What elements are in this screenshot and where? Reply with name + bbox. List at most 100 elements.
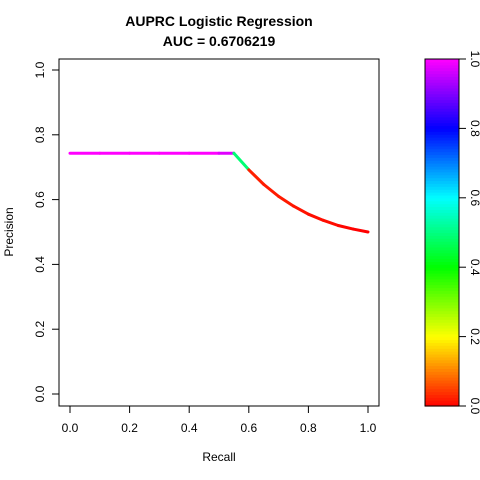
colorbar-band	[425, 79, 459, 83]
colorbar-band	[425, 163, 459, 167]
colorbar-band	[425, 116, 459, 121]
colorbar-band	[425, 290, 459, 294]
colorbar-band	[425, 278, 459, 283]
colorbar-frame	[424, 58, 460, 407]
colorbar-band	[425, 218, 459, 222]
colorbar-band	[425, 351, 459, 355]
colorbar-band	[425, 313, 459, 317]
colorbar-band	[425, 322, 459, 326]
axis-ticks: 0.0 0.2 0.4 0.6 0.8 1.0 0.0 0.2 0.4 0.6 0.8 1.0	[33, 61, 377, 435]
colorbar-band	[425, 154, 459, 158]
colorbar-band	[425, 125, 459, 129]
y-axis-label: Precision	[2, 207, 16, 256]
colorbar-band	[425, 90, 459, 95]
chart-title: AUPRC Logistic Regression	[125, 13, 312, 29]
colorbar-band	[425, 382, 459, 387]
curve-segment	[292, 204, 310, 216]
colorbar-band	[425, 108, 459, 112]
colorbar-band	[425, 212, 459, 216]
colorbar-band	[425, 151, 459, 156]
colorbar-band	[425, 157, 459, 161]
colorbar-band	[425, 356, 459, 361]
colorbar-band	[425, 226, 459, 231]
colorbar-band	[425, 119, 459, 124]
colorbar-band	[425, 301, 459, 306]
colorbar-band	[425, 186, 459, 190]
pr-curve	[68, 151, 370, 234]
colorbar-band	[425, 82, 459, 86]
colorbar-tick-label: 0.8	[468, 120, 480, 137]
colorbar-band	[425, 325, 459, 329]
colorbar-band	[425, 87, 459, 92]
colorbar-band	[425, 113, 459, 118]
colorbar-band	[425, 111, 459, 115]
colorbar-band	[425, 319, 459, 323]
colorbar-band	[425, 76, 459, 80]
colorbar-band	[425, 293, 459, 297]
colorbar-band	[425, 371, 459, 375]
y-tick-label: 0.0	[33, 385, 47, 402]
colorbar-band	[425, 345, 459, 349]
colorbar-band	[425, 189, 459, 193]
colorbar-band	[425, 388, 459, 393]
colorbar-band	[425, 287, 459, 291]
colorbar-band	[425, 255, 459, 260]
colorbar-band	[425, 223, 459, 228]
colorbar-band	[425, 139, 459, 144]
colorbar-band	[425, 264, 459, 268]
colorbar-band	[425, 272, 459, 277]
colorbar-band	[425, 299, 459, 303]
colorbar-band	[425, 394, 459, 398]
colorbar-band	[425, 359, 459, 364]
colorbar-tick-label: 0.4	[468, 259, 480, 276]
colorbar-band	[425, 148, 459, 153]
curve-segment	[306, 212, 325, 222]
colorbar-band	[425, 385, 459, 390]
colorbar-band	[425, 368, 459, 372]
colorbar-band	[425, 177, 459, 182]
colorbar-tick-label: 1.0	[468, 51, 480, 68]
colorbar-band	[425, 284, 459, 289]
curve-segment	[336, 224, 355, 231]
colorbar-band	[425, 96, 459, 101]
colorbar-band	[425, 59, 459, 63]
colorbar-band	[425, 160, 459, 164]
colorbar-band	[425, 61, 459, 66]
colorbar-band	[425, 168, 459, 173]
colorbar-band	[425, 310, 459, 315]
chart-subtitle: AUC = 0.6706219	[163, 33, 276, 49]
colorbar-band	[425, 241, 459, 245]
colorbar-band	[425, 197, 459, 202]
colorbar-band	[425, 400, 459, 404]
colorbar-band	[425, 180, 459, 184]
colorbar-band	[425, 377, 459, 381]
colorbar-band	[425, 215, 459, 219]
colorbar-band	[425, 105, 459, 109]
colorbar-band	[425, 99, 459, 103]
colorbar-band	[425, 67, 459, 72]
colorbar-band	[425, 397, 459, 401]
colorbar-band	[425, 131, 459, 135]
curve-segment	[321, 218, 340, 228]
colorbar-band	[425, 85, 459, 89]
colorbar-band	[425, 267, 459, 271]
colorbar-band	[425, 281, 459, 286]
colorbar-band	[425, 200, 459, 205]
colorbar-band	[425, 365, 459, 370]
colorbar-band	[425, 348, 459, 352]
colorbar-band	[425, 270, 459, 274]
curve-segment	[232, 151, 251, 172]
colorbar-band	[425, 261, 459, 265]
colorbar-band	[425, 244, 459, 248]
colorbar-band	[425, 137, 459, 141]
curve-segment	[277, 194, 295, 208]
colorbar-band	[425, 391, 459, 396]
colorbar-band	[425, 171, 459, 176]
colorbar-band	[425, 73, 459, 77]
colorbar-band	[425, 220, 459, 225]
colorbar-band	[425, 403, 459, 407]
colorbar-band	[425, 70, 459, 75]
colorbar-band	[425, 275, 459, 280]
colorbar-band	[425, 232, 459, 236]
curve-segment	[351, 227, 370, 234]
